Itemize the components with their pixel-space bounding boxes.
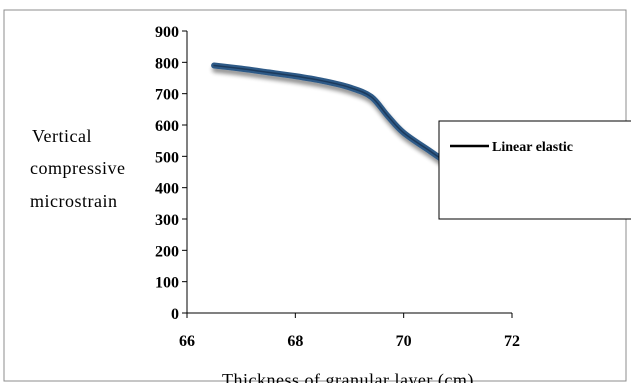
series-line-core — [213, 64, 459, 172]
y-tick-label: 500 — [155, 149, 179, 166]
legend: Linear elastic — [438, 120, 631, 220]
series-group — [211, 62, 461, 174]
y-axis-title-line-3: microstrain — [30, 191, 117, 211]
legend-label: Linear elastic — [492, 140, 573, 155]
legend-box — [438, 120, 631, 220]
y-tick-label: 800 — [155, 55, 179, 72]
y-tick-label: 0 — [171, 306, 179, 323]
y-tick-label: 600 — [155, 118, 179, 135]
y-axis-title-line-2: compressive — [30, 158, 125, 178]
x-tick-label: 72 — [504, 333, 520, 350]
y-tick-label: 400 — [155, 181, 179, 198]
x-tick-label: 68 — [287, 333, 303, 350]
y-axis-title-line-1: Vertical — [32, 126, 92, 146]
y-tick-label: 300 — [155, 212, 179, 229]
y-axis-ticks: 0 100 200 300 400 500 600 700 800 900 — [155, 24, 187, 323]
y-tick-label: 700 — [155, 87, 179, 104]
y-tick-label: 900 — [155, 24, 179, 41]
x-tick-label: 70 — [396, 333, 412, 350]
x-axis-ticks: 66 68 70 72 — [179, 313, 520, 350]
x-tick-label: 66 — [179, 333, 195, 350]
x-axis-title: Thickness of granular layer (cm) — [222, 370, 474, 383]
y-tick-label: 200 — [155, 243, 179, 260]
y-tick-label: 100 — [155, 275, 179, 292]
